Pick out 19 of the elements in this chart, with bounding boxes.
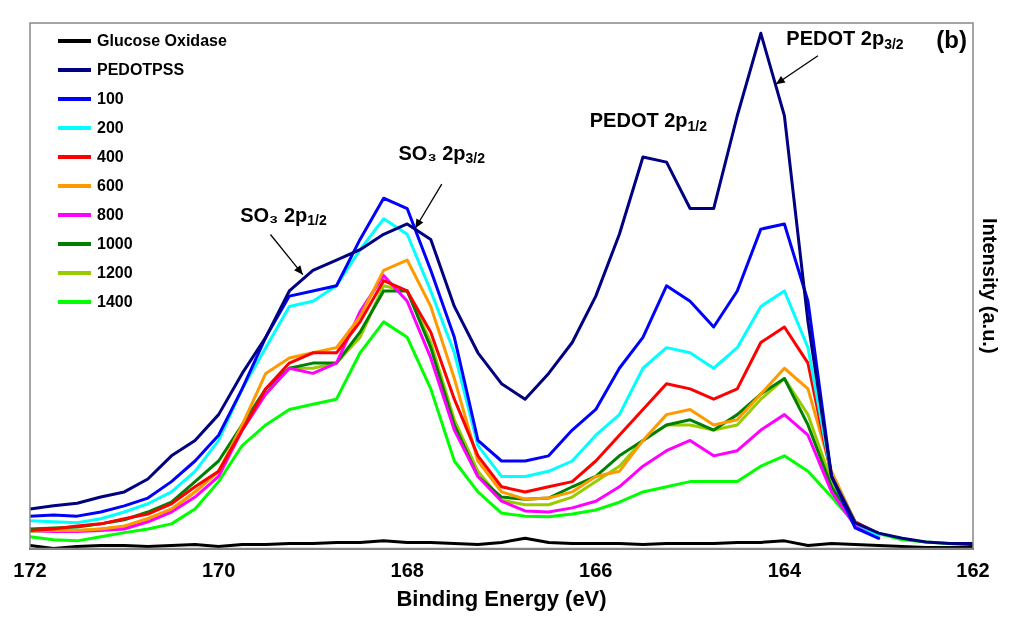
- legend-label: 100: [97, 89, 124, 109]
- legend-label: 600: [97, 176, 124, 196]
- x-tick-label: 170: [201, 559, 236, 582]
- x-tick-label: 162: [956, 559, 990, 582]
- y-axis-title: Intensity (a.u.): [979, 218, 1002, 354]
- legend-label: 1000: [97, 234, 133, 254]
- x-tick-label: 172: [13, 559, 47, 582]
- legend-label: PEDOTPSS: [97, 60, 185, 80]
- x-tick-label: 164: [767, 559, 802, 582]
- legend-label: 800: [97, 205, 124, 225]
- x-axis-title: Binding Energy (eV): [396, 585, 607, 611]
- annotation: (b): [936, 25, 968, 53]
- legend-label: 200: [97, 118, 124, 138]
- legend-label: 400: [97, 147, 124, 167]
- legend-label: Glucose Oxidase: [97, 31, 227, 51]
- x-tick-label: 168: [390, 559, 424, 582]
- x-tick-label: 166: [579, 559, 613, 582]
- legend-label: 1400: [97, 292, 133, 312]
- legend-label: 1200: [97, 263, 133, 283]
